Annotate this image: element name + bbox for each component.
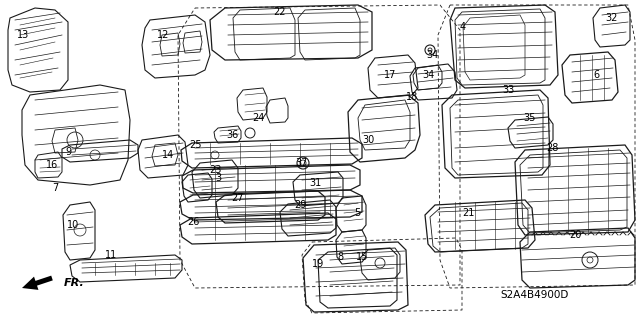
Text: 36: 36	[226, 130, 238, 140]
Text: 22: 22	[274, 7, 286, 17]
Text: FR.: FR.	[64, 278, 84, 288]
Text: 34: 34	[426, 50, 438, 60]
Text: 21: 21	[462, 208, 474, 218]
Text: 34: 34	[422, 70, 434, 80]
Text: 30: 30	[362, 135, 374, 145]
Text: 16: 16	[46, 160, 58, 170]
Text: 37: 37	[296, 158, 308, 168]
Text: 27: 27	[232, 193, 244, 203]
Text: 33: 33	[502, 85, 514, 95]
Text: 10: 10	[67, 220, 79, 230]
Text: 6: 6	[593, 70, 599, 80]
Text: 9: 9	[65, 147, 71, 157]
Text: 20: 20	[569, 230, 581, 240]
Text: 17: 17	[384, 70, 396, 80]
Text: 11: 11	[105, 250, 117, 260]
Text: 26: 26	[187, 217, 199, 227]
Text: 4: 4	[460, 22, 466, 32]
Text: 3: 3	[215, 173, 221, 183]
Text: 13: 13	[17, 30, 29, 40]
Text: 24: 24	[252, 113, 264, 123]
Text: 8: 8	[337, 252, 343, 262]
Text: 5: 5	[354, 208, 360, 218]
Text: 25: 25	[189, 140, 202, 150]
Text: 29: 29	[294, 200, 306, 210]
Text: 14: 14	[162, 150, 174, 160]
Text: 35: 35	[524, 113, 536, 123]
Text: 28: 28	[546, 143, 558, 153]
Text: S2A4B4900D: S2A4B4900D	[501, 290, 569, 300]
Text: 32: 32	[606, 13, 618, 23]
Text: 15: 15	[356, 252, 368, 262]
Text: 19: 19	[312, 259, 324, 269]
Text: 7: 7	[52, 183, 58, 193]
Text: 18: 18	[406, 92, 418, 102]
Text: 23: 23	[209, 165, 221, 175]
Text: 12: 12	[157, 30, 169, 40]
FancyArrow shape	[22, 276, 52, 290]
Text: 31: 31	[309, 178, 321, 188]
